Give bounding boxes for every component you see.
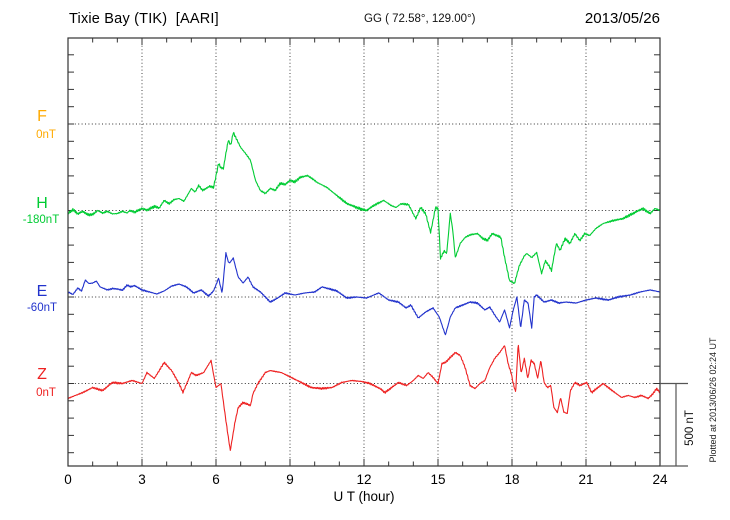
baseline-value-F: 0nT (36, 129, 56, 141)
x-tick-label-24: 24 (652, 472, 668, 487)
component-label-Z: Z (37, 366, 47, 383)
trace-E (68, 252, 660, 336)
plotted-at-label: Plotted at 2013/06/26 02:24 UT (708, 337, 718, 463)
station-title: Tixie Bay (TIK) [AARI] (69, 11, 219, 27)
x-tick-label-9: 9 (286, 472, 294, 487)
baseline-value-Z: 0nT (36, 387, 56, 399)
component-label-H: H (36, 195, 48, 212)
scale-bar-label: 500 nT (684, 410, 696, 446)
x-tick-label-21: 21 (578, 472, 593, 487)
component-label-E: E (36, 283, 48, 300)
trace-H (68, 131, 660, 284)
baseline-value-E: -60nT (26, 302, 58, 314)
x-tick-label-18: 18 (504, 472, 519, 487)
x-tick-label-15: 15 (430, 472, 445, 487)
baseline-value-H: -180nT (22, 214, 60, 226)
date-label: 2013/05/26 (584, 10, 660, 27)
x-tick-label-6: 6 (212, 472, 220, 487)
x-tick-label-0: 0 (64, 472, 72, 487)
geographic-coords: GG ( 72.58°, 129.00°) (364, 13, 476, 25)
plot-frame (67, 37, 661, 467)
scale-bar (660, 382, 688, 467)
x-tick-label-12: 12 (356, 472, 371, 487)
component-label-F: F (37, 108, 47, 125)
x-tick-label-3: 3 (138, 472, 146, 487)
trace-Z (68, 344, 660, 451)
x-axis-label: U T (hour) (333, 489, 394, 504)
